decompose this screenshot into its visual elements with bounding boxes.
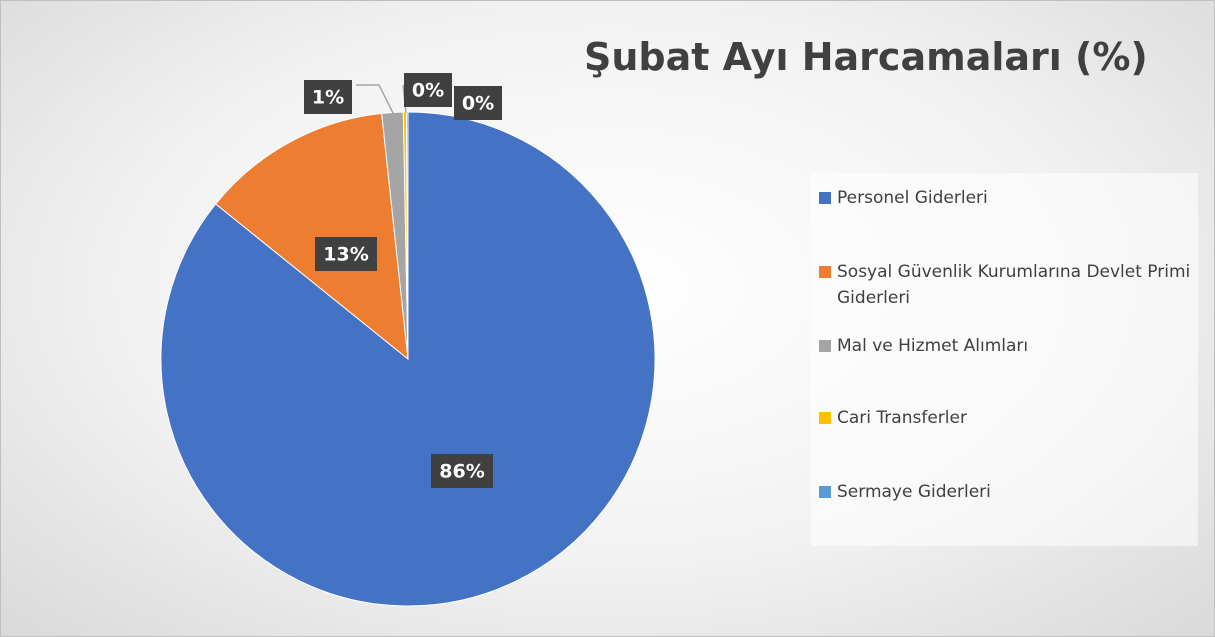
data-label: 13%	[323, 244, 368, 266]
chart-title: Şubat Ayı Harcamaları (%)	[584, 35, 1148, 79]
legend-swatch	[819, 192, 831, 204]
data-label: 0%	[412, 80, 444, 102]
data-label: 86%	[439, 461, 484, 483]
legend-label: Sosyal Güvenlik Kurumlarına Devlet Primi…	[837, 262, 1191, 308]
label-box	[304, 80, 352, 114]
legend-label: Cari Transferler	[837, 408, 967, 428]
leader-line	[356, 84, 395, 116]
legend-item: Mal ve Hizmet Alımları	[819, 333, 1197, 359]
label-box	[431, 454, 493, 488]
legend-swatch	[819, 340, 831, 352]
legend-item: Personel Giderleri	[819, 185, 1197, 211]
legend-item: Sosyal Güvenlik Kurumlarına Devlet Primi…	[819, 259, 1197, 311]
legend: Personel Giderleri Sosyal Güvenlik Kuruml…	[811, 173, 1198, 546]
legend-label: Mal ve Hizmet Alımları	[837, 336, 1029, 356]
data-label: 0%	[462, 93, 494, 115]
pie-slice	[215, 112, 409, 361]
label-box	[454, 86, 502, 120]
legend-swatch	[819, 412, 831, 424]
legend-swatch	[819, 266, 831, 278]
legend-swatch	[819, 486, 831, 498]
legend-item: Cari Transferler	[819, 405, 1197, 431]
label-box	[315, 237, 377, 271]
legend-label: Sermaye Giderleri	[837, 482, 991, 502]
legend-label: Personel Giderleri	[837, 188, 988, 208]
legend-item: Sermaye Giderleri	[819, 479, 1197, 505]
data-label: 1%	[312, 87, 344, 109]
pie-slice	[160, 111, 656, 607]
label-box	[404, 73, 452, 107]
